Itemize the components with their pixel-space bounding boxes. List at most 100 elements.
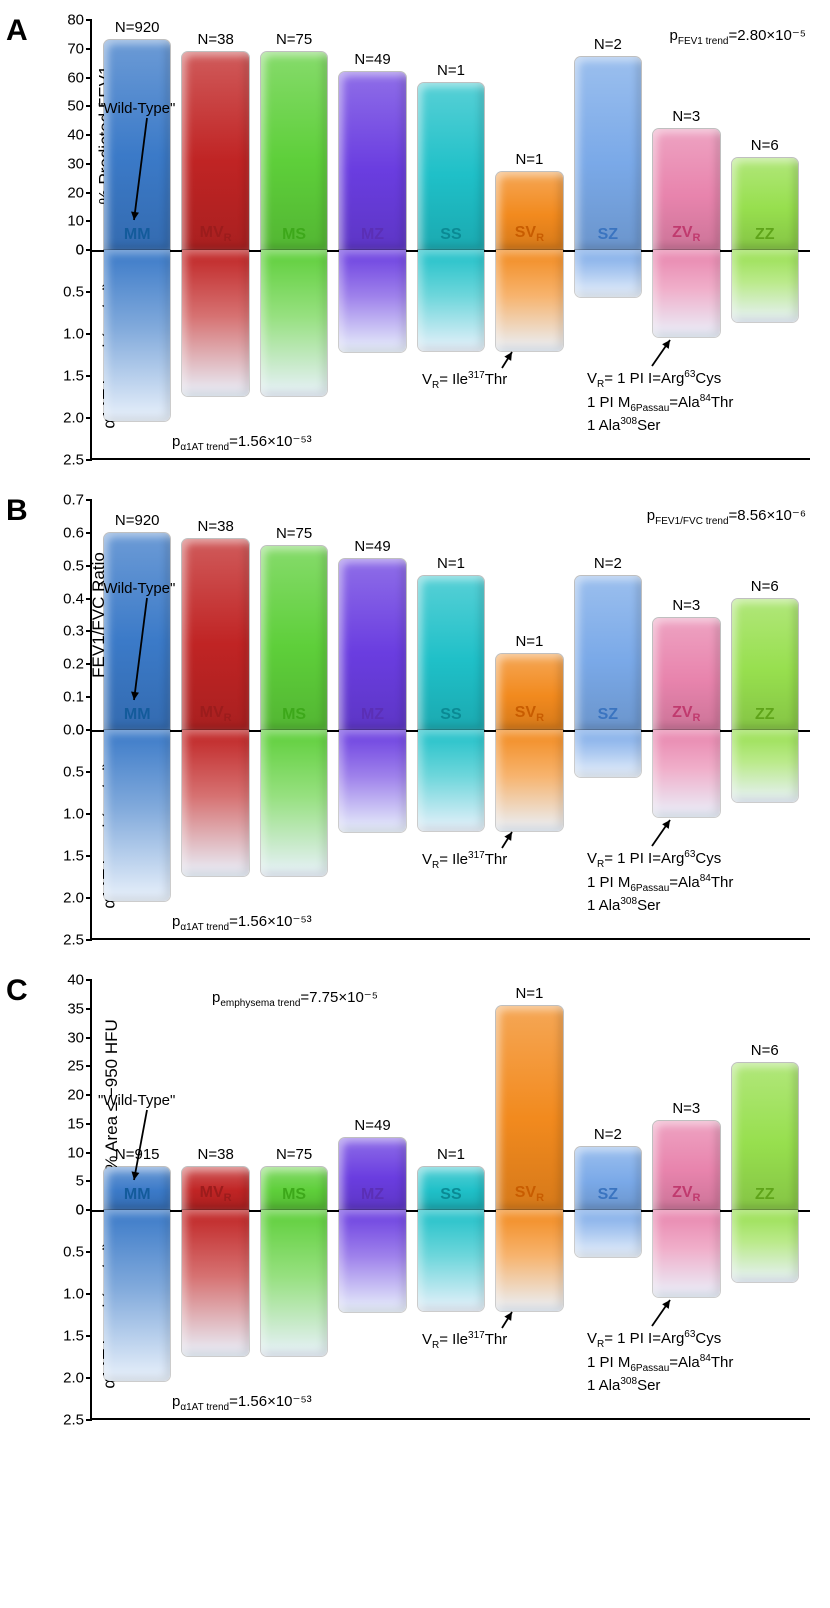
bar-slot bbox=[414, 250, 488, 460]
bar-slot bbox=[492, 1210, 566, 1420]
p-value-upper: pemphysema trend=7.75×10⁻⁵ bbox=[212, 988, 378, 1009]
ytick-label: 30 bbox=[50, 155, 84, 172]
ytick-label: 0.5 bbox=[50, 1244, 84, 1261]
bar-lower bbox=[261, 1210, 327, 1356]
bar-lower bbox=[496, 1210, 562, 1311]
bar-upper bbox=[418, 83, 484, 250]
panel-C: C0510152025303540% Area ≤ −950 HFU00.51.… bbox=[20, 980, 810, 1420]
bar-slot bbox=[414, 730, 488, 940]
bar-lower bbox=[653, 730, 719, 817]
ytick-label: 10 bbox=[50, 213, 84, 230]
n-label: N=1 bbox=[492, 633, 566, 650]
bar-upper bbox=[653, 1121, 719, 1210]
n-label: N=1 bbox=[414, 1146, 488, 1163]
panel-label: A bbox=[6, 14, 28, 48]
p-value-lower: pα1AT trend=1.56×10⁻⁵³ bbox=[172, 1392, 312, 1413]
n-label: N=920 bbox=[100, 19, 174, 36]
bar-upper bbox=[496, 1006, 562, 1210]
ytick-label: 1.5 bbox=[50, 848, 84, 865]
bar-slot: SZN=2 bbox=[571, 20, 645, 250]
bar-lower bbox=[732, 730, 798, 802]
n-label: N=75 bbox=[257, 31, 331, 48]
bar-lower bbox=[418, 250, 484, 351]
bar-slot: ZVRN=3 bbox=[649, 20, 723, 250]
zvr-annotation: VR= 1 PI I=Arg63Cys1 PI M6Passau=Ala84Th… bbox=[587, 848, 733, 916]
bar-lower bbox=[261, 730, 327, 876]
n-label: N=38 bbox=[178, 31, 252, 48]
bar-slot: SZN=2 bbox=[571, 980, 645, 1210]
bar-lower bbox=[339, 250, 405, 352]
bar-upper bbox=[653, 618, 719, 730]
bar-upper bbox=[575, 57, 641, 250]
ytick-label: 0 bbox=[50, 722, 84, 739]
bar-upper bbox=[182, 539, 248, 730]
bar-lower bbox=[104, 250, 170, 421]
zvr-annotation: VR= 1 PI I=Arg63Cys1 PI M6Passau=Ala84Th… bbox=[587, 1328, 733, 1396]
ytick-label: 10 bbox=[50, 1144, 84, 1161]
bar-lower bbox=[104, 730, 170, 901]
bar-slot: MZN=49 bbox=[335, 980, 409, 1210]
bar-upper bbox=[575, 1147, 641, 1210]
n-label: N=49 bbox=[335, 538, 409, 555]
bar-slot: ZVRN=3 bbox=[649, 980, 723, 1210]
ytick-label: 0.3 bbox=[50, 623, 84, 640]
chart-area: 0.00.10.20.30.40.50.60.7FEV1/FVC Ratio00… bbox=[90, 500, 810, 940]
ytick-label: 2.0 bbox=[50, 410, 84, 427]
bar-slot: SVRN=1 bbox=[492, 980, 566, 1210]
ytick-label: 30 bbox=[50, 1029, 84, 1046]
n-label: N=1 bbox=[414, 62, 488, 79]
n-label: N=6 bbox=[728, 1042, 802, 1059]
bar-slot: MSN=75 bbox=[257, 500, 331, 730]
wild-type-annotation: "Wild-Type" bbox=[98, 580, 175, 597]
ytick-label: 2.5 bbox=[50, 1412, 84, 1429]
panel-label: C bbox=[6, 974, 28, 1008]
bar-slot: MVRN=38 bbox=[178, 20, 252, 250]
svr-annotation: VR= Ile317Thr bbox=[422, 850, 507, 871]
ytick-label: 50 bbox=[50, 98, 84, 115]
bar-slot: ZZN=6 bbox=[728, 20, 802, 250]
n-label: N=49 bbox=[335, 51, 409, 68]
ytick-label: 0.5 bbox=[50, 284, 84, 301]
bar-lower bbox=[182, 1210, 248, 1356]
ytick-label: 0.5 bbox=[50, 557, 84, 574]
bar-slot bbox=[335, 730, 409, 940]
bar-lower bbox=[418, 730, 484, 831]
n-label: N=3 bbox=[649, 597, 723, 614]
bar-slot: MVRN=38 bbox=[178, 980, 252, 1210]
n-label: N=2 bbox=[571, 1126, 645, 1143]
bar-lower bbox=[182, 730, 248, 876]
ytick-label: 0 bbox=[50, 242, 84, 259]
ytick-label: 2.5 bbox=[50, 932, 84, 949]
chart-area: 0510152025303540% Area ≤ −950 HFU00.51.0… bbox=[90, 980, 810, 1420]
ytick-label: 0.6 bbox=[50, 524, 84, 541]
ytick-label: 40 bbox=[50, 972, 84, 989]
bar-lower bbox=[732, 1210, 798, 1282]
bar-slot bbox=[414, 1210, 488, 1420]
n-label: N=2 bbox=[571, 36, 645, 53]
bar-upper bbox=[182, 1167, 248, 1210]
p-value-lower: pα1AT trend=1.56×10⁻⁵³ bbox=[172, 432, 312, 453]
ytick-label: 0 bbox=[50, 1202, 84, 1219]
panel-B: B0.00.10.20.30.40.50.60.7FEV1/FVC Ratio0… bbox=[20, 500, 810, 940]
ytick-label: 2.0 bbox=[50, 1370, 84, 1387]
n-label: N=75 bbox=[257, 1146, 331, 1163]
bar-slot bbox=[728, 1210, 802, 1420]
bar-upper bbox=[732, 158, 798, 250]
bar-upper bbox=[339, 559, 405, 730]
bar-upper bbox=[418, 1167, 484, 1210]
bar-upper bbox=[339, 72, 405, 250]
bar-slot bbox=[178, 730, 252, 940]
bar-slot bbox=[335, 1210, 409, 1420]
bar-slot bbox=[100, 1210, 174, 1420]
bar-lower bbox=[575, 730, 641, 777]
ytick-label: 15 bbox=[50, 1115, 84, 1132]
n-label: N=1 bbox=[414, 555, 488, 572]
bar-lower bbox=[418, 1210, 484, 1311]
ytick-label: 35 bbox=[50, 1000, 84, 1017]
bar-slot: SZN=2 bbox=[571, 500, 645, 730]
svr-annotation: VR= Ile317Thr bbox=[422, 1330, 507, 1351]
bar-slot: ZVRN=3 bbox=[649, 500, 723, 730]
bar-upper bbox=[496, 172, 562, 250]
ytick-label: 5 bbox=[50, 1173, 84, 1190]
bar-upper bbox=[732, 599, 798, 730]
